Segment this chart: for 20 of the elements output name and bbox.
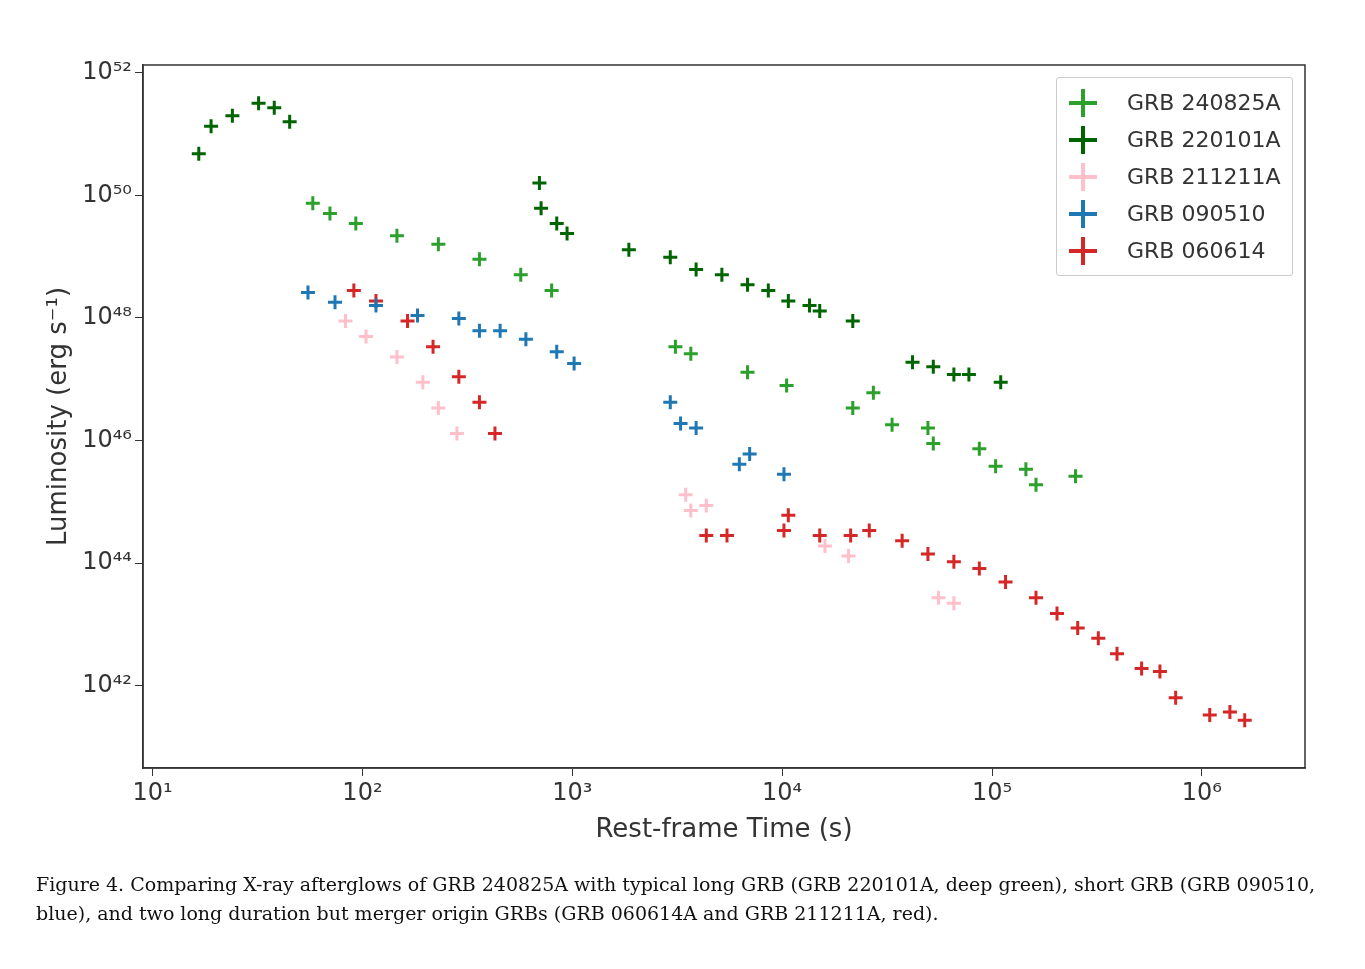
x-tick-label: 10³: [552, 777, 593, 806]
x-tick-label: 10⁶: [1181, 777, 1222, 806]
legend-label: GRB 211211A: [1127, 164, 1281, 189]
x-tick-label: 10²: [342, 777, 383, 806]
y-axis-title: Luminosity (erg s⁻¹): [42, 286, 73, 547]
y-tick-label: 10⁴²: [82, 669, 132, 698]
x-tick-label: 10⁵: [971, 777, 1013, 806]
caption: Figure 4. Comparing X-ray afterglows of GRB 240825A with typical long GRB (GRB 220101A, deep green), short GRB (GRB 090510, blue), and two long duration but merger origin GRBs (GRB 060614A and GRB 211211A, red).: [36, 872, 1317, 926]
y-tick-label: 10⁵²: [82, 57, 132, 86]
x-axis-title: Rest-frame Time (s): [595, 813, 853, 844]
legend-label: GRB 090510: [1127, 201, 1266, 226]
x-tick-label: 10¹: [132, 777, 173, 806]
y-tick-label: 10⁴⁶: [82, 424, 132, 453]
y-tick-label: 10⁴⁴: [82, 547, 132, 576]
legend-label: GRB 220101A: [1127, 127, 1281, 152]
y-tick-label: 10⁴⁸: [82, 302, 132, 331]
legend-label: GRB 240825A: [1127, 90, 1281, 115]
y-tick-label: 10⁵⁰: [82, 179, 132, 208]
legend-label: GRB 060614: [1127, 238, 1266, 263]
x-tick-label: 10⁴: [762, 777, 803, 806]
